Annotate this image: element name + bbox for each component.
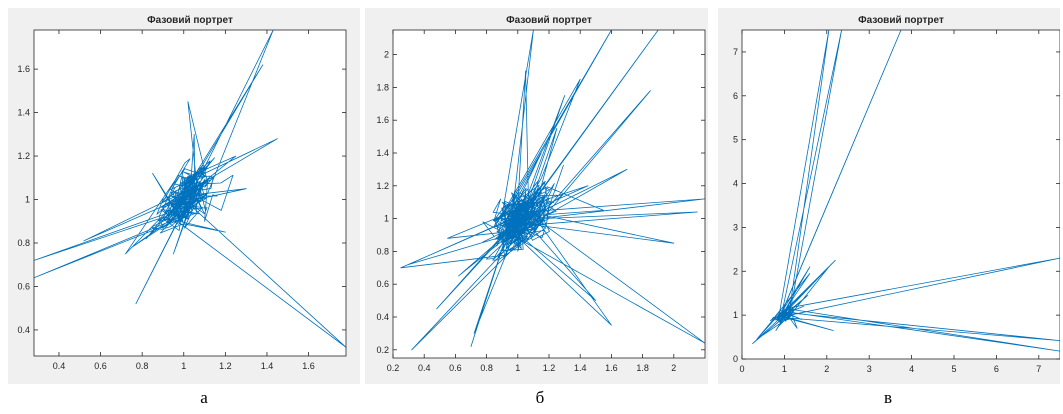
x-tick-label: 0.6: [94, 361, 107, 371]
axes-box: [33, 29, 347, 357]
x-tick-label: 3: [867, 364, 872, 374]
axes-box: [741, 29, 1060, 360]
x-tick-label: 1.2: [543, 363, 556, 373]
x-tick-label: 6: [994, 364, 999, 374]
caption-b: б: [535, 388, 545, 407]
y-tick-label: 1.2: [17, 151, 30, 161]
y-tick-label: 1: [733, 310, 738, 320]
phase-trajectory-line: [400, 30, 705, 351]
x-tick-label: 1.2: [219, 361, 232, 371]
x-tick-label: 1: [181, 361, 186, 371]
y-tick-label: 1.8: [376, 82, 389, 92]
y-tick-label: 1.6: [376, 115, 389, 125]
y-tick-label: 2: [733, 266, 738, 276]
chart-panel-a: Фазовий портрет 0.4 0.6 0.8 1 1.2 1.4 1.6 0.4 0.6…: [8, 8, 360, 384]
x-tick-label: 1.4: [261, 361, 274, 371]
y-tick-label: 7: [733, 47, 738, 57]
y-tick-label: 0.6: [376, 279, 389, 289]
y-tick-label: 1: [384, 214, 389, 224]
plot-area: [742, 30, 1060, 359]
phase-trajectory-line: [34, 30, 346, 348]
x-tick-label: 0: [739, 364, 744, 374]
chart-title: Фазовий портрет: [147, 15, 233, 26]
caption-c: в: [883, 388, 893, 407]
caption-a: а: [200, 388, 208, 407]
plot-area: [393, 30, 705, 358]
y-tick-label: 5: [733, 135, 738, 145]
x-tick-label: 0.6: [449, 363, 462, 373]
x-tick-label: 0.2: [387, 363, 400, 373]
phase-portrait-chart-c: Фазовий портрет 0 1 2 3 4 5 6 7 0 1 2 3 4 5 6 7: [733, 15, 1060, 374]
x-tick-label: 2: [824, 364, 829, 374]
phase-portrait-chart-b: Фазовий портрет 0.2 0.4 0.6 0.8 1 1.2 1.4 1.6 1.8…: [376, 15, 706, 373]
x-tick-label: 7: [1036, 364, 1041, 374]
y-tick-label: 6: [733, 91, 738, 101]
phase-trajectory-line: [752, 30, 1060, 352]
x-tick-label: 0.4: [418, 363, 431, 373]
chart-title: Фазовий портрет: [506, 15, 592, 26]
x-tick-label: 1.8: [636, 363, 649, 373]
chart-panel-b: Фазовий портрет 0.2 0.4 0.6 0.8 1 1.2 1.4 1.6 1.8…: [365, 8, 708, 384]
x-tick-label: 0.8: [136, 361, 149, 371]
y-tick-label: 0.6: [17, 281, 30, 291]
x-tick-label: 1.4: [574, 363, 587, 373]
y-tick-label: 1.4: [376, 148, 389, 158]
x-tick-label: 4: [909, 364, 914, 374]
phase-portrait-chart-a: Фазовий портрет 0.4 0.6 0.8 1 1.2 1.4 1.6 0.4 0.6…: [17, 15, 347, 371]
y-tick-label: 1: [25, 195, 30, 205]
x-tick-label: 1.6: [302, 361, 315, 371]
y-tick-label: 0.4: [376, 312, 389, 322]
y-tick-label: 4: [733, 179, 738, 189]
x-tick-label: 2: [671, 363, 676, 373]
y-tick-label: 0: [733, 354, 738, 364]
x-tick-label: 1.6: [605, 363, 618, 373]
x-tick-label: 0.4: [53, 361, 66, 371]
y-tick-label: 0.8: [376, 246, 389, 256]
x-tick-label: 0.8: [480, 363, 493, 373]
y-tick-label: 1.6: [17, 64, 30, 74]
y-tick-label: 1.2: [376, 181, 389, 191]
y-tick-label: 2: [384, 50, 389, 60]
chart-title: Фазовий портрет: [858, 15, 944, 26]
x-tick-label: 1: [515, 363, 520, 373]
x-tick-label: 1: [782, 364, 787, 374]
x-tick-label: 5: [951, 364, 956, 374]
y-tick-label: 0.4: [17, 325, 30, 335]
chart-panel-c: Фазовий портрет 0 1 2 3 4 5 6 7 0 1 2 3 4 5 6 7: [718, 8, 1060, 384]
y-tick-label: 0.2: [376, 345, 389, 355]
y-tick-label: 1.4: [17, 108, 30, 118]
y-tick-label: 0.8: [17, 238, 30, 248]
y-tick-label: 3: [733, 222, 738, 232]
